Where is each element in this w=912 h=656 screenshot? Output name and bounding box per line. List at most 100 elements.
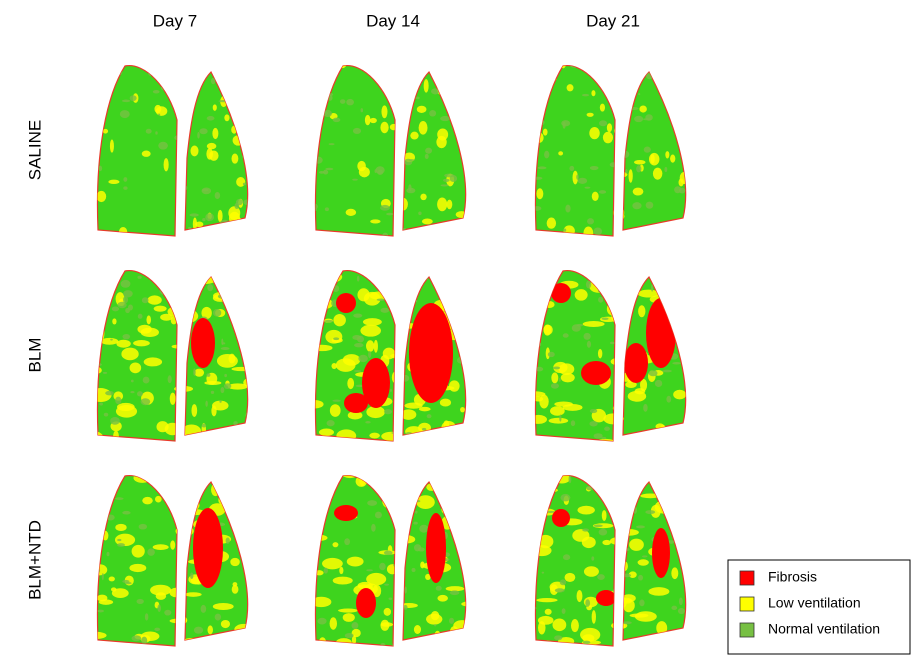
fibrosis-patch — [334, 505, 358, 521]
tissue-patch — [324, 568, 328, 574]
tissue-patch — [353, 314, 362, 318]
tissue-patch — [329, 72, 331, 77]
tissue-patch — [164, 610, 171, 616]
low-ventilation-patch — [336, 358, 356, 372]
tissue-patch — [115, 397, 121, 405]
tissue-patch — [679, 261, 681, 266]
tissue-patch — [554, 635, 562, 640]
tissue-patch — [606, 498, 608, 505]
tissue-patch — [638, 93, 640, 95]
tissue-patch — [449, 618, 454, 624]
tissue-patch — [309, 203, 318, 210]
low-ventilation-patch — [381, 105, 387, 118]
low-ventilation-patch — [673, 471, 683, 480]
tissue-patch — [168, 375, 172, 383]
low-ventilation-patch — [170, 393, 176, 405]
fibrosis-patch — [344, 393, 368, 413]
tissue-patch — [117, 543, 125, 547]
tissue-patch — [642, 555, 647, 557]
tissue-patch — [544, 151, 549, 159]
low-ventilation-patch — [237, 330, 245, 338]
low-ventilation-patch — [430, 465, 451, 474]
low-ventilation-patch — [682, 80, 690, 90]
low-ventilation-patch — [240, 503, 254, 507]
tissue-patch — [562, 608, 566, 614]
low-ventilation-patch — [98, 476, 117, 483]
low-ventilation-patch — [524, 521, 539, 526]
low-ventilation-patch — [221, 293, 238, 302]
tissue-patch — [213, 227, 219, 230]
tissue-patch — [651, 284, 653, 291]
low-ventilation-patch — [174, 386, 193, 392]
tissue-patch — [599, 529, 608, 536]
tissue-patch — [154, 628, 160, 631]
low-ventilation-patch — [336, 429, 356, 442]
low-ventilation-patch — [153, 544, 169, 550]
tissue-patch — [215, 614, 221, 621]
low-ventilation-patch — [551, 372, 558, 383]
low-ventilation-patch — [674, 55, 686, 66]
low-ventilation-patch — [661, 285, 678, 292]
low-ventilation-patch — [200, 63, 209, 72]
tissue-patch — [143, 377, 150, 384]
tissue-patch — [622, 621, 632, 624]
low-ventilation-patch — [675, 337, 690, 344]
tissue-patch — [384, 584, 389, 586]
tissue-patch — [413, 522, 417, 525]
tissue-patch — [626, 511, 630, 514]
low-ventilation-patch — [193, 464, 212, 473]
low-ventilation-patch — [437, 595, 447, 602]
low-ventilation-patch — [155, 496, 162, 503]
lung-lobe — [403, 72, 466, 230]
low-ventilation-patch — [550, 406, 565, 416]
low-ventilation-patch — [441, 429, 452, 434]
tissue-patch — [601, 437, 606, 439]
tissue-patch — [122, 100, 130, 103]
low-ventilation-patch — [380, 122, 388, 134]
tissue-patch — [528, 597, 535, 605]
low-ventilation-patch — [607, 302, 619, 316]
tissue-patch — [599, 120, 607, 126]
tissue-patch — [542, 72, 547, 80]
low-ventilation-patch — [459, 329, 473, 334]
low-ventilation-patch — [108, 180, 119, 184]
low-ventilation-patch — [179, 147, 186, 153]
low-ventilation-patch — [623, 599, 635, 612]
low-ventilation-patch — [185, 592, 202, 597]
tissue-patch — [389, 597, 393, 599]
tissue-patch — [207, 284, 213, 291]
low-ventilation-patch — [673, 123, 680, 127]
tissue-patch — [598, 297, 603, 303]
low-ventilation-patch — [582, 537, 596, 548]
low-ventilation-patch — [347, 378, 354, 389]
tissue-patch — [122, 511, 130, 515]
tissue-patch — [629, 107, 639, 110]
low-ventilation-patch — [185, 500, 199, 511]
tissue-patch — [453, 278, 461, 283]
tissue-patch — [561, 120, 570, 126]
low-ventilation-patch — [236, 640, 240, 652]
low-ventilation-patch — [611, 358, 620, 364]
low-ventilation-patch — [540, 72, 550, 83]
low-ventilation-patch — [387, 564, 398, 574]
tissue-patch — [375, 512, 382, 519]
low-ventilation-patch — [638, 559, 649, 565]
low-ventilation-patch — [85, 431, 103, 442]
tissue-patch — [625, 516, 631, 520]
tissue-patch — [148, 69, 153, 76]
tissue-patch — [464, 534, 470, 538]
low-ventilation-patch — [313, 535, 328, 541]
low-ventilation-patch — [132, 545, 145, 558]
low-ventilation-patch — [232, 153, 239, 163]
tissue-patch — [551, 383, 559, 389]
tissue-patch — [111, 470, 116, 477]
low-ventilation-patch — [101, 55, 110, 61]
low-ventilation-patch — [547, 218, 556, 229]
low-ventilation-patch — [172, 484, 186, 491]
low-ventilation-patch — [607, 496, 617, 505]
low-ventilation-patch — [635, 611, 657, 621]
tissue-patch — [618, 336, 620, 338]
low-ventilation-patch — [467, 411, 472, 421]
tissue-patch — [386, 269, 390, 275]
fibrosis-patch — [652, 528, 670, 578]
